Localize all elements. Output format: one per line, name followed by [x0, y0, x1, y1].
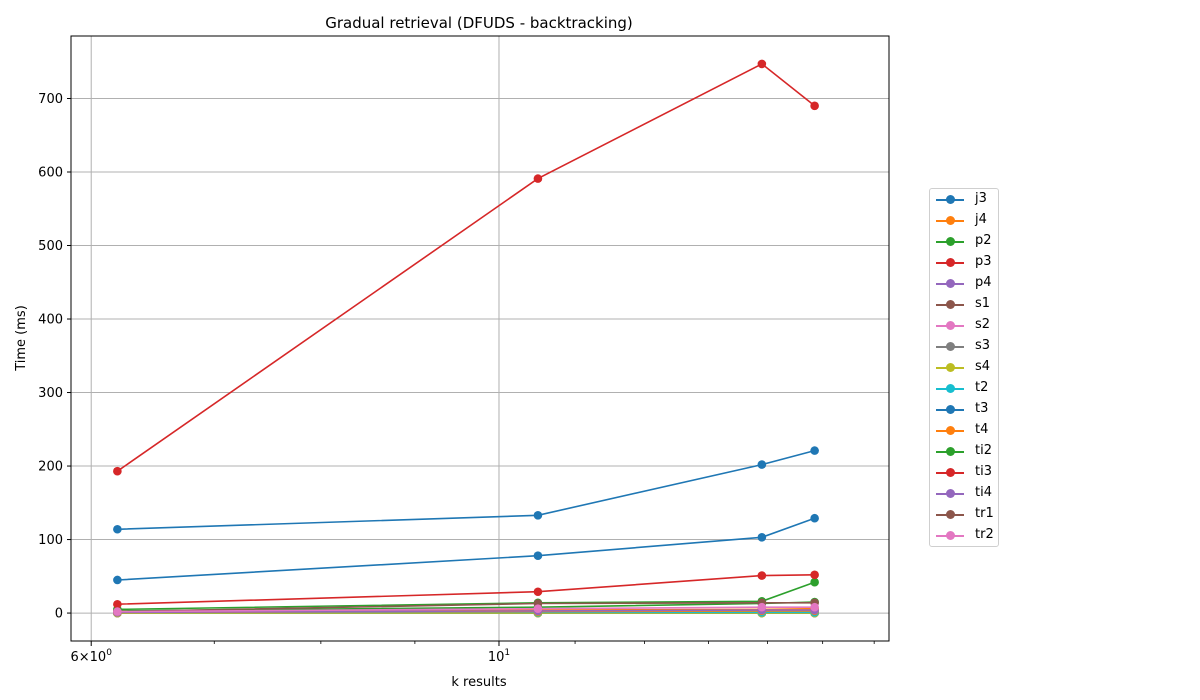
- data-point-j3: [810, 513, 819, 523]
- data-point-tr2: [757, 602, 767, 612]
- data-point-ti3: [757, 571, 767, 580]
- legend-label: t3: [975, 401, 989, 416]
- series-line-j3: [117, 517, 815, 581]
- legend-item-t4: t4: [930, 420, 998, 441]
- legend-label: p2: [975, 233, 992, 248]
- data-point-ti3: [533, 587, 543, 597]
- legend-marker-icon: [946, 363, 955, 372]
- legend-marker-icon: [946, 342, 955, 351]
- legend-label: p3: [975, 254, 992, 269]
- y-axis-label: Time (ms): [14, 305, 29, 372]
- legend-marker-icon: [946, 405, 955, 414]
- legend-item-tr1: tr1: [930, 504, 998, 525]
- legend-item-j3: j3: [930, 189, 998, 210]
- y-tick-label: 0: [55, 607, 63, 622]
- data-point-t3: [810, 446, 819, 455]
- legend-item-p2: p2: [930, 231, 998, 252]
- legend-label: tr2: [975, 527, 994, 542]
- legend: j3 j4 p2 p3 p4 s1 s2 s3 s4 t2 t3 t4 ti2 ti3 ti4 tr1 tr2: [929, 188, 999, 547]
- y-tick-label: 100: [38, 533, 63, 548]
- legend-marker-icon: [946, 489, 955, 498]
- legend-marker-icon: [946, 384, 955, 393]
- grid: [71, 36, 889, 641]
- y-tick-label: 300: [38, 386, 63, 401]
- legend-label: s1: [975, 296, 991, 311]
- legend-label: s2: [975, 317, 991, 332]
- legend-marker-icon: [946, 321, 955, 330]
- legend-item-tr2: tr2: [930, 525, 998, 546]
- data-point-tr2: [810, 602, 819, 612]
- legend-marker-icon: [946, 426, 955, 435]
- data-point-j3: [533, 551, 543, 561]
- series-line-ti4: [117, 609, 815, 614]
- y-tick-label: 400: [38, 313, 63, 328]
- y-tick-label: 500: [38, 239, 63, 254]
- legend-label: s4: [975, 359, 991, 374]
- data-point-tr2: [113, 607, 122, 616]
- x-tick-label: 101: [488, 648, 510, 665]
- data-point-ti3: [810, 570, 819, 580]
- legend-marker-icon: [946, 510, 955, 519]
- legend-item-s2: s2: [930, 315, 998, 336]
- data-point-p3: [810, 101, 819, 111]
- legend-label: t4: [975, 422, 989, 437]
- legend-item-t2: t2: [930, 378, 998, 399]
- legend-item-s4: s4: [930, 357, 998, 378]
- plot-frame: [70, 35, 890, 642]
- legend-label: p4: [975, 275, 992, 290]
- axis-ticks: 0 100 200 300 400 500 600 700 6×100 101: [38, 92, 875, 665]
- data-point-j3: [113, 575, 122, 585]
- legend-marker-icon: [946, 237, 955, 246]
- data-point-t3: [757, 460, 767, 469]
- legend-item-p3: p3: [930, 252, 998, 273]
- data-point-p3: [757, 59, 767, 69]
- legend-marker-icon: [946, 258, 955, 267]
- legend-label: tr1: [975, 506, 994, 521]
- series-line-p2: [117, 581, 815, 611]
- y-tick-label: 700: [38, 92, 63, 107]
- data-point-p2: [810, 577, 819, 587]
- legend-marker-icon: [946, 531, 955, 540]
- legend-label: s3: [975, 338, 991, 353]
- x-axis-label: k results: [451, 675, 506, 690]
- series-line-tr1: [117, 601, 815, 613]
- legend-marker-icon: [946, 279, 955, 288]
- legend-marker-icon: [946, 195, 955, 204]
- x-tick-label: 6×100: [70, 648, 112, 665]
- legend-label: j3: [975, 191, 987, 206]
- legend-item-ti2: ti2: [930, 441, 998, 462]
- series-line-tr2: [117, 606, 815, 613]
- series-line-p3: [116, 62, 816, 472]
- chart-title: Gradual retrieval (DFUDS - backtracking): [325, 14, 633, 32]
- legend-label: ti3: [975, 464, 992, 479]
- legend-item-p4: p4: [930, 273, 998, 294]
- legend-item-ti3: ti3: [930, 462, 998, 483]
- legend-item-t3: t3: [930, 399, 998, 420]
- data-point-p3: [113, 466, 122, 476]
- legend-label: ti4: [975, 485, 992, 500]
- data-point-t3: [533, 510, 543, 520]
- series-line-t3: [117, 449, 815, 531]
- legend-marker-icon: [946, 216, 955, 225]
- legend-label: j4: [975, 212, 987, 227]
- y-tick-label: 600: [38, 165, 63, 180]
- series-line-ti3: [117, 574, 815, 605]
- legend-item-s1: s1: [930, 294, 998, 315]
- legend-label: t2: [975, 380, 989, 395]
- data-point-tr2: [533, 604, 543, 613]
- y-tick-label: 200: [38, 460, 63, 475]
- data-point-j3: [757, 533, 767, 542]
- legend-item-ti4: ti4: [930, 483, 998, 504]
- legend-marker-icon: [946, 468, 955, 477]
- legend-marker-icon: [946, 447, 955, 456]
- data-point-ti3: [113, 599, 122, 609]
- series-layer: [113, 59, 819, 618]
- data-point-p3: [533, 174, 543, 183]
- legend-label: ti2: [975, 443, 992, 458]
- data-point-t3: [113, 524, 122, 534]
- legend-item-j4: j4: [930, 210, 998, 231]
- legend-marker-icon: [946, 300, 955, 309]
- legend-item-s3: s3: [930, 336, 998, 357]
